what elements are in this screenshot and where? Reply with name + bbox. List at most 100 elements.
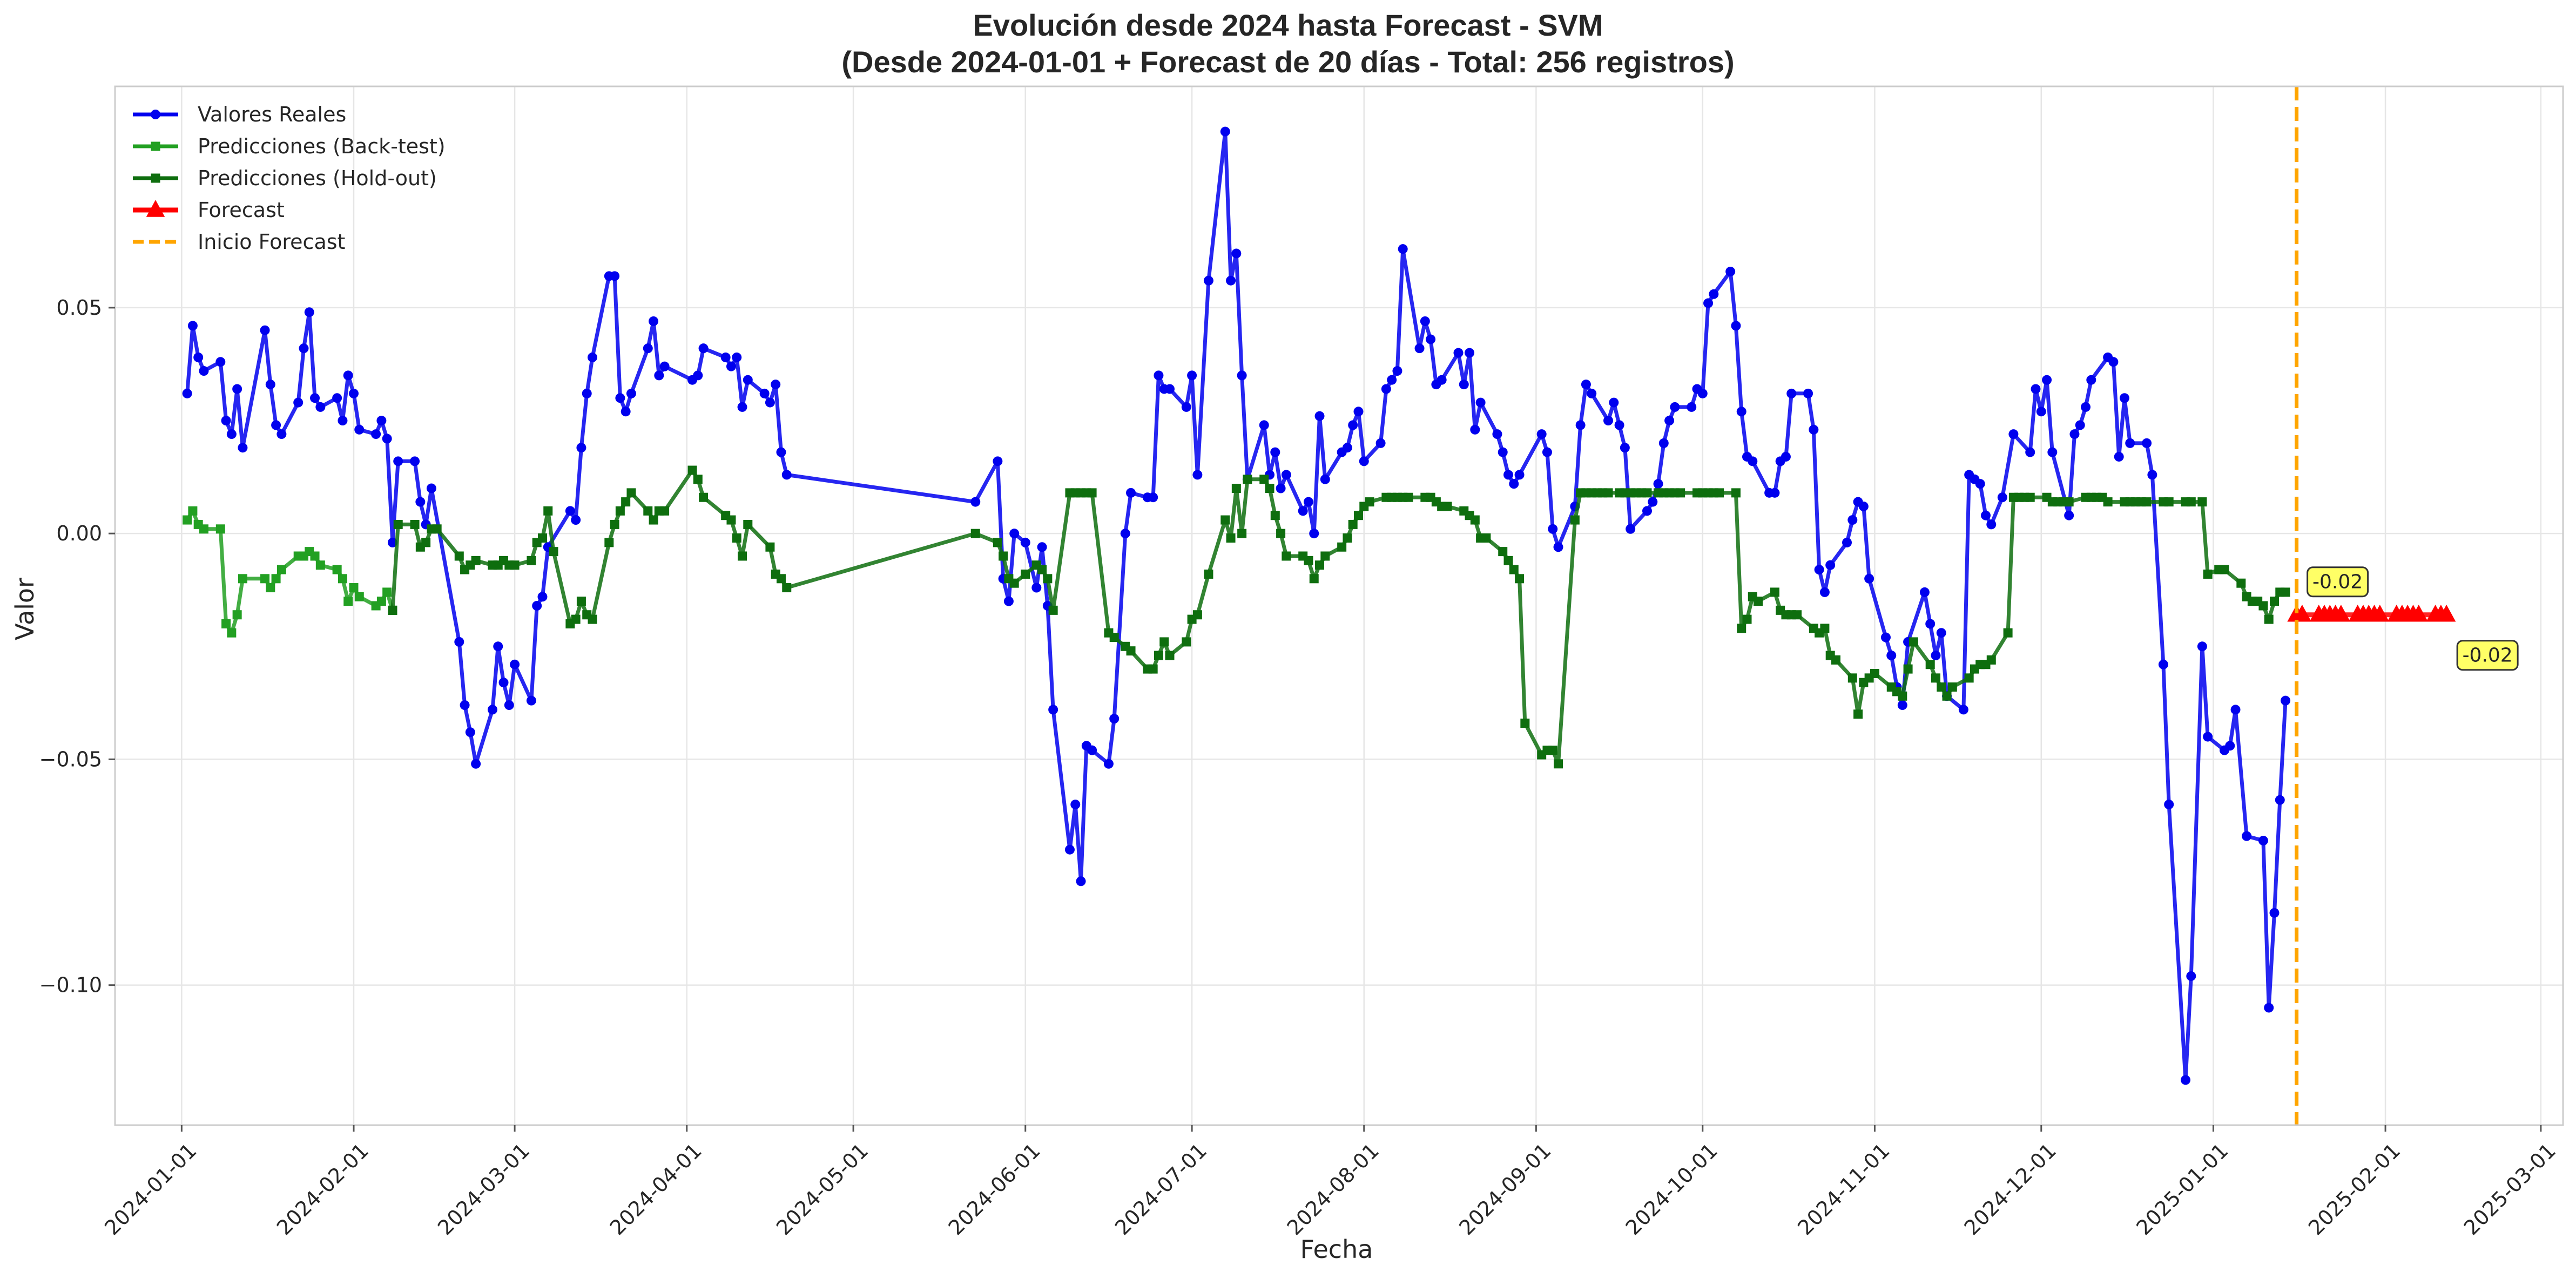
data-point bbox=[999, 551, 1008, 561]
data-point bbox=[343, 370, 353, 381]
data-point bbox=[388, 605, 397, 615]
data-point bbox=[743, 375, 753, 385]
data-point bbox=[771, 380, 781, 390]
data-point bbox=[1281, 470, 1291, 480]
data-point bbox=[1237, 370, 1247, 381]
x-axis-label: Fecha bbox=[1300, 1235, 1373, 1264]
data-point bbox=[1270, 447, 1280, 457]
data-point bbox=[610, 519, 619, 529]
data-point bbox=[1748, 456, 1758, 466]
data-point bbox=[776, 447, 786, 457]
data-point bbox=[310, 551, 320, 561]
data-point bbox=[277, 429, 287, 439]
data-point bbox=[2186, 971, 2196, 981]
data-point bbox=[1021, 569, 1030, 579]
data-point bbox=[1148, 492, 1158, 503]
data-point bbox=[1037, 565, 1047, 574]
data-point bbox=[1320, 474, 1330, 484]
data-point bbox=[1192, 470, 1203, 480]
data-point bbox=[2220, 565, 2229, 574]
data-point bbox=[1909, 637, 1918, 647]
data-point bbox=[2281, 695, 2291, 706]
data-point bbox=[2264, 614, 2274, 624]
data-point bbox=[1187, 370, 1197, 381]
data-point bbox=[738, 551, 747, 561]
data-point bbox=[1942, 691, 1952, 701]
data-point bbox=[1154, 651, 1163, 660]
legend: Valores Reales Predicciones (Back-test) Pr… bbox=[133, 103, 446, 254]
data-point bbox=[549, 547, 558, 557]
data-point bbox=[1231, 248, 1242, 259]
data-point bbox=[2142, 497, 2152, 507]
data-point bbox=[238, 574, 247, 584]
data-point bbox=[410, 519, 420, 529]
data-point bbox=[610, 271, 620, 281]
data-point bbox=[1270, 511, 1280, 520]
data-point bbox=[743, 519, 753, 529]
data-point bbox=[1603, 488, 1613, 498]
data-point bbox=[2047, 447, 2058, 457]
data-point bbox=[2142, 438, 2152, 448]
data-point bbox=[532, 601, 542, 611]
data-point bbox=[1276, 483, 1286, 493]
data-point bbox=[1087, 488, 1097, 498]
data-point bbox=[332, 393, 342, 403]
data-point bbox=[2331, 604, 2351, 622]
data-point bbox=[1204, 569, 1213, 579]
y-axis-label: Valor bbox=[10, 578, 39, 640]
data-point bbox=[1259, 420, 1269, 430]
data-point bbox=[338, 574, 347, 584]
legend-label: Predicciones (Back-test) bbox=[198, 134, 446, 158]
data-point bbox=[199, 366, 209, 376]
data-point bbox=[1259, 475, 1269, 484]
data-point bbox=[1353, 407, 1364, 417]
annotation-label: -0.02 bbox=[2312, 571, 2363, 593]
data-point bbox=[1298, 506, 1308, 516]
data-point bbox=[732, 533, 741, 543]
data-point bbox=[1398, 244, 1408, 254]
data-point bbox=[1503, 556, 1513, 565]
data-point bbox=[1465, 348, 1475, 358]
data-point bbox=[1980, 510, 1991, 520]
data-point bbox=[582, 388, 592, 398]
data-point bbox=[1514, 470, 1525, 480]
data-point bbox=[1309, 574, 1319, 584]
data-point bbox=[2025, 492, 2035, 502]
data-point bbox=[221, 416, 231, 426]
data-point bbox=[1997, 492, 2007, 503]
data-point bbox=[543, 506, 553, 516]
data-point bbox=[1148, 664, 1158, 674]
y-tick-label: −0.10 bbox=[39, 973, 102, 997]
data-point bbox=[2269, 597, 2279, 606]
data-point bbox=[1315, 560, 1325, 570]
data-point bbox=[226, 429, 237, 439]
annotations: -0.02 -0.02 bbox=[2307, 566, 2519, 671]
legend-swatch-marker bbox=[151, 141, 160, 151]
data-point bbox=[310, 393, 320, 403]
data-point bbox=[604, 538, 614, 547]
data-point bbox=[376, 597, 386, 606]
data-point bbox=[1986, 519, 1997, 530]
data-point bbox=[349, 583, 359, 593]
data-point bbox=[1503, 470, 1514, 480]
data-point bbox=[421, 538, 431, 547]
data-point bbox=[465, 727, 475, 737]
data-point bbox=[232, 384, 242, 394]
data-point bbox=[1009, 578, 1019, 588]
data-point bbox=[498, 678, 509, 688]
data-point bbox=[1509, 565, 1519, 574]
data-point bbox=[1554, 759, 1563, 769]
data-point bbox=[1587, 388, 1597, 398]
legend-entry: Predicciones (Hold-out) bbox=[133, 166, 437, 190]
data-point bbox=[643, 506, 653, 516]
data-point bbox=[2081, 402, 2091, 412]
data-point bbox=[315, 402, 326, 412]
data-point bbox=[2064, 510, 2074, 520]
data-point bbox=[1831, 655, 1840, 665]
data-point bbox=[2042, 375, 2052, 385]
data-point bbox=[1003, 596, 1014, 606]
data-point bbox=[2119, 393, 2129, 403]
data-point bbox=[1964, 673, 1974, 683]
data-point bbox=[265, 380, 275, 390]
data-point bbox=[1043, 574, 1053, 584]
